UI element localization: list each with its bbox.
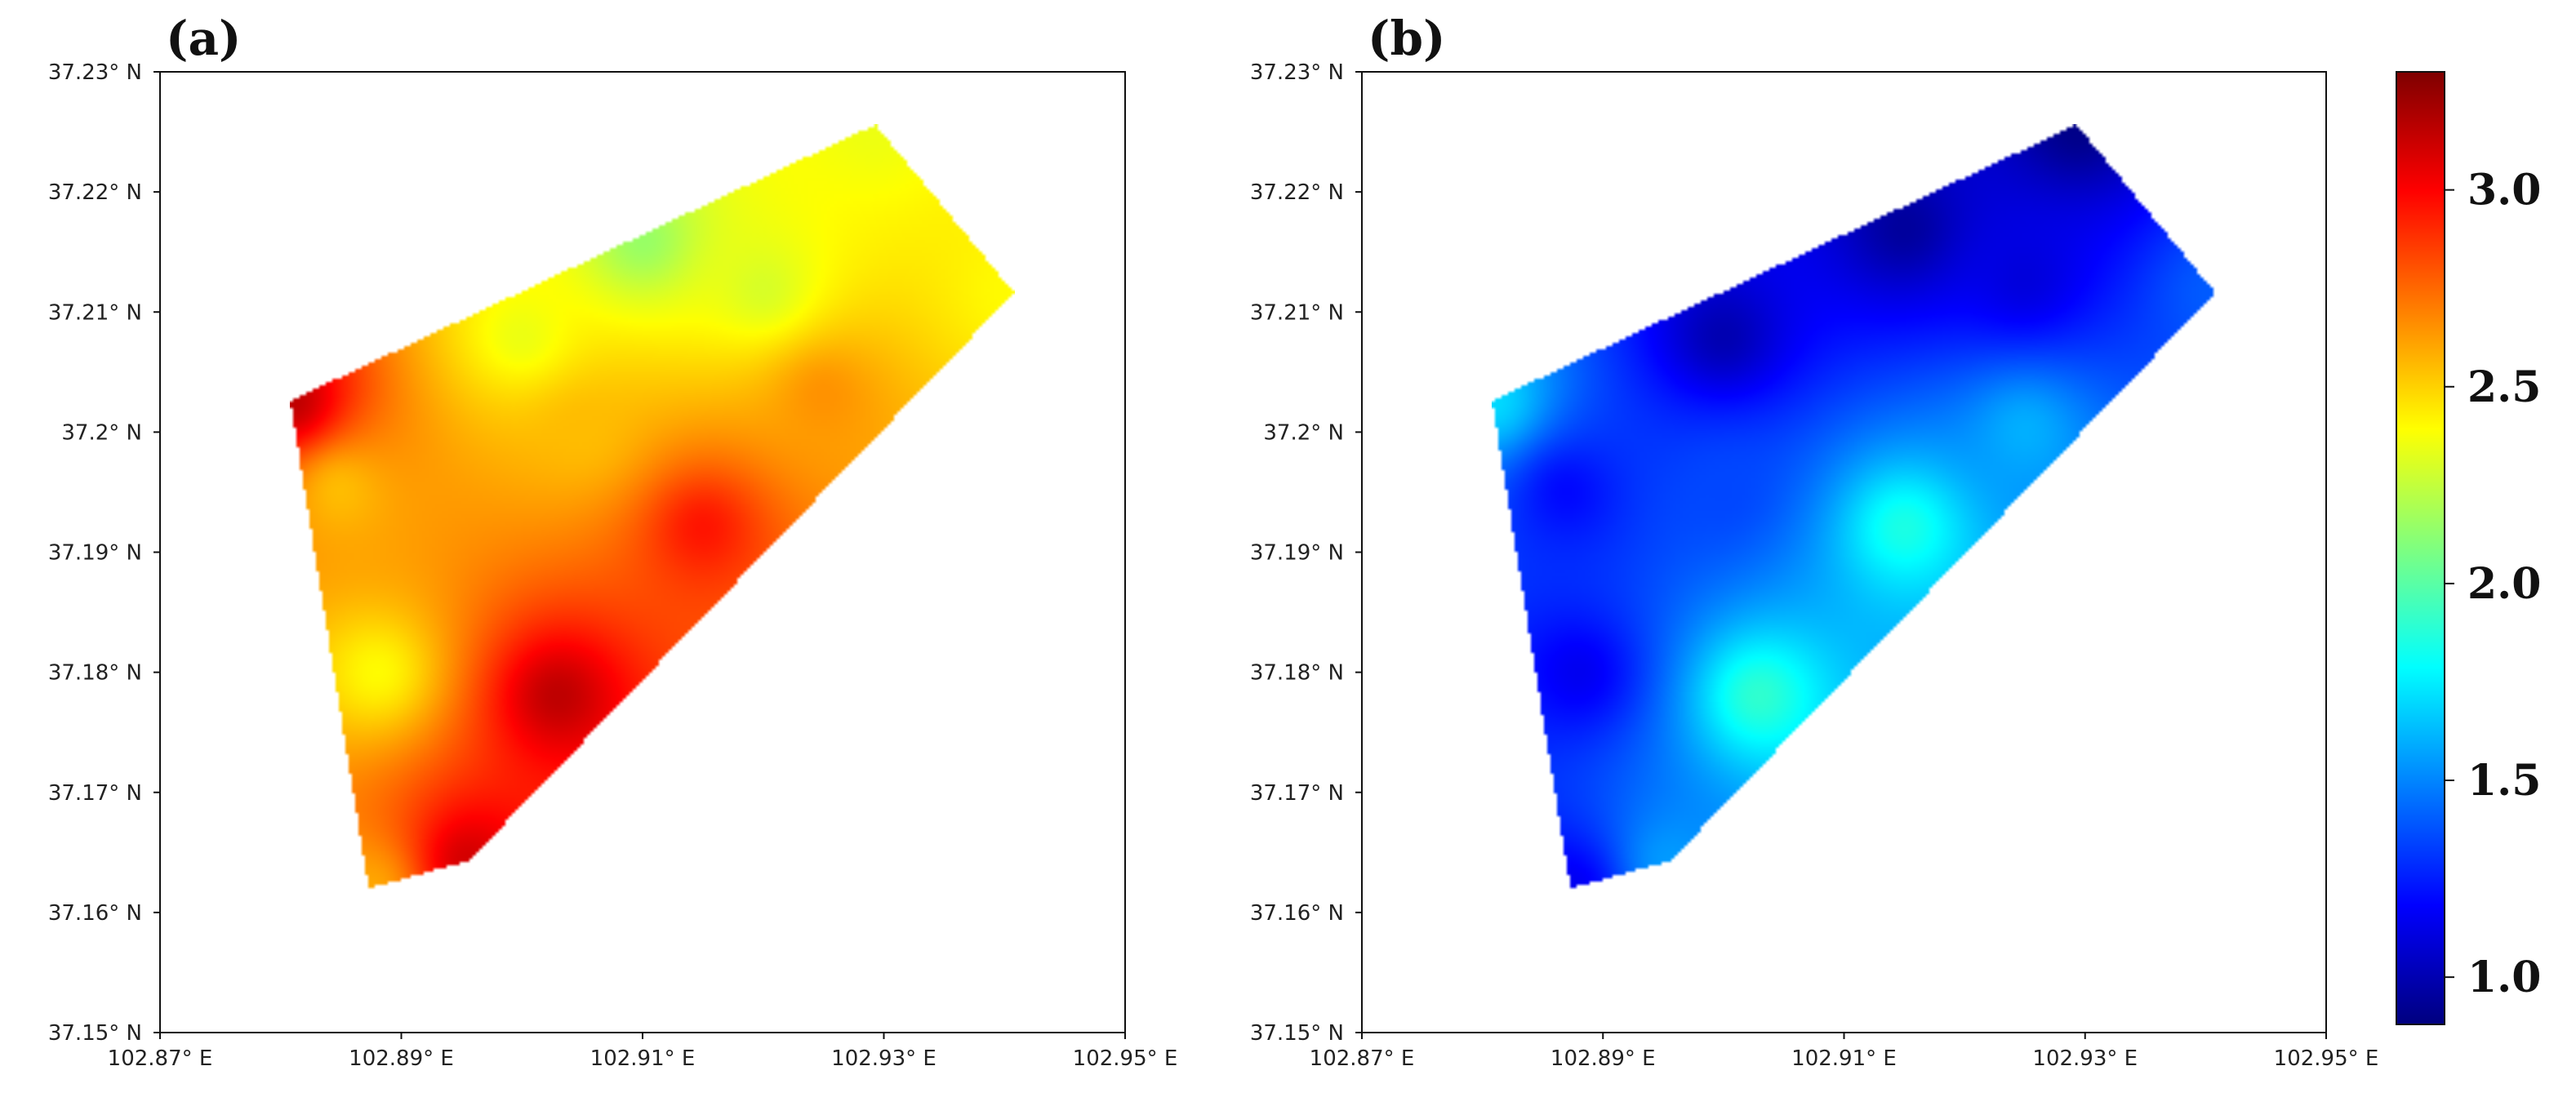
y-tick-label: 37.21° N: [48, 300, 142, 325]
y-tick-label: 37.22° N: [48, 180, 142, 205]
y-tick-label: 37.21° N: [1250, 300, 1344, 325]
y-tick-label: 37.17° N: [48, 781, 142, 806]
colorbar-tick-label: 3.0: [2467, 166, 2541, 215]
panel-b: 102.87° E 102.89° E 102.91° E 102.93° E 102.…: [1250, 11, 2378, 1071]
x-tick-label: 102.95° E: [1073, 1046, 1178, 1071]
panel-label: (b): [1368, 11, 1445, 66]
y-tick-label: 37.16° N: [48, 901, 142, 926]
y-tick-label: 37.23° N: [48, 60, 142, 85]
y-tick-label: 37.19° N: [1250, 541, 1344, 566]
x-tick-label: 102.87° E: [108, 1046, 213, 1071]
x-tick-label: 102.91° E: [1791, 1046, 1897, 1071]
y-tick-label: 37.2° N: [61, 420, 142, 445]
heatmap-field: [1492, 124, 2217, 891]
colorbar-tick-label: 2.5: [2467, 362, 2541, 412]
y-tick-label: 37.15° N: [1250, 1021, 1344, 1046]
x-tick-label: 102.91° E: [590, 1046, 696, 1071]
panel-label: (a): [166, 11, 241, 66]
colorbar-tick-label: 1.5: [2467, 756, 2541, 806]
x-tick-label: 102.93° E: [831, 1046, 937, 1071]
heatmap-field: [290, 124, 1015, 891]
x-tick-label: 102.89° E: [1550, 1046, 1656, 1071]
colorbar-tick-label: 2.0: [2467, 559, 2541, 609]
x-tick-label: 102.95° E: [2274, 1046, 2379, 1071]
y-tick-label: 37.15° N: [48, 1021, 142, 1046]
x-tick-label: 102.89° E: [349, 1046, 454, 1071]
x-tick-label: 102.87° E: [1310, 1046, 1415, 1071]
colorbar: 1.0 1.5 2.0 2.5 3.0: [2396, 71, 2541, 1025]
colorbar-gradient: [2396, 71, 2445, 1025]
y-tick-label: 37.16° N: [1250, 901, 1344, 926]
colorbar-tick-label: 1.0: [2467, 953, 2541, 1002]
y-tick-label: 37.18° N: [1250, 661, 1344, 686]
y-tick-label: 37.18° N: [48, 661, 142, 686]
y-tick-label: 37.2° N: [1263, 420, 1344, 445]
y-tick-label: 37.17° N: [1250, 781, 1344, 806]
y-tick-label: 37.22° N: [1250, 180, 1344, 205]
y-tick-label: 37.19° N: [48, 541, 142, 566]
x-tick-label: 102.93° E: [2032, 1046, 2138, 1071]
panel-a: 102.87° E 102.89° E 102.91° E 102.93° E 102.…: [48, 11, 1177, 1071]
y-tick-label: 37.23° N: [1250, 60, 1344, 85]
